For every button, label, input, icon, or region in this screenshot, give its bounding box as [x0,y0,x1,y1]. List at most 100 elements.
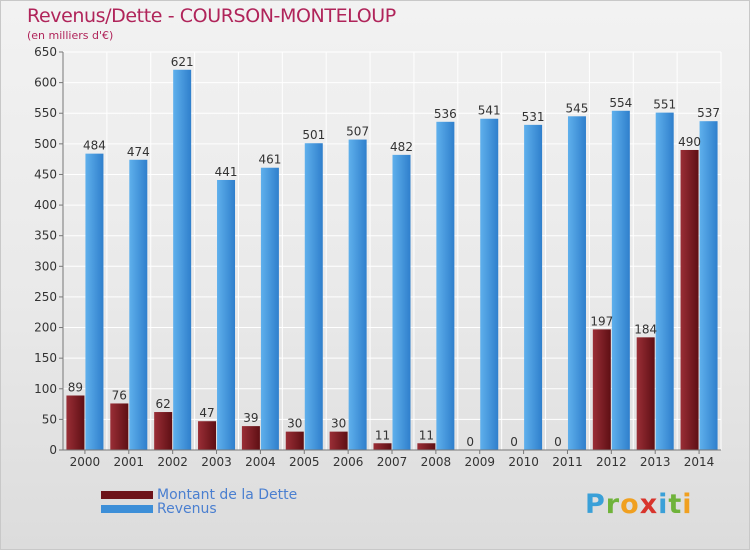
x-tick-label: 2001 [114,455,145,469]
bar-revenus [260,167,279,451]
x-tick-label: 2007 [377,455,408,469]
data-label-revenus: 537 [697,106,720,120]
y-tick-label: 200 [34,321,57,335]
bar-dette [373,443,392,450]
x-tick-label: 2010 [508,455,539,469]
chart-subtitle: (en milliers d'€) [27,29,114,42]
x-tick-label: 2003 [201,455,232,469]
logo-letter: t [668,489,683,520]
bar-revenus [655,112,674,450]
y-tick-label: 550 [34,106,57,120]
bar-revenus [217,179,236,451]
data-label-revenus: 507 [346,125,369,139]
data-label-dette: 89 [68,381,83,395]
x-tick-label: 2012 [596,455,627,469]
chart-title: Revenus/Dette - COURSON-MONTELOUP [27,5,396,27]
bar-revenus [348,139,367,450]
data-label-revenus: 482 [390,140,413,154]
legend-swatch-revenus [101,505,153,513]
legend: Montant de la Dette Revenus [101,487,297,517]
bar-revenus [129,159,148,450]
bar-revenus [699,121,718,451]
logo-letter: x [639,489,659,520]
x-tick-label: 2013 [640,455,671,469]
bar-dette [592,329,611,450]
data-label-dette: 30 [331,417,346,431]
data-label-revenus: 484 [83,139,106,153]
data-label-dette: 0 [466,435,474,449]
bar-dette [417,443,436,450]
bar-dette [680,149,699,450]
bar-dette [154,412,173,450]
data-label-dette: 76 [112,388,127,402]
x-tick-label: 2006 [333,455,364,469]
data-label-dette: 0 [510,435,518,449]
bar-revenus [480,118,499,450]
data-label-revenus: 531 [522,110,545,124]
bar-dette [198,421,217,450]
data-label-revenus: 474 [127,145,150,159]
data-label-revenus: 551 [653,98,676,112]
bar-revenus [436,121,455,451]
data-label-dette: 11 [375,428,390,442]
data-label-dette: 490 [678,135,701,149]
proxiti-logo: Proxiti [585,489,693,520]
y-tick-label: 450 [34,167,57,181]
data-label-revenus: 554 [609,96,632,110]
y-tick-label: 300 [34,259,57,273]
data-label-revenus: 621 [171,55,194,69]
bar-dette [636,337,655,450]
logo-letter: o [620,489,640,520]
x-tick-label: 2011 [552,455,583,469]
data-label-revenus: 441 [215,165,238,179]
bar-revenus [524,124,543,450]
y-tick-label: 600 [34,76,57,90]
y-tick-label: 500 [34,137,57,151]
data-label-revenus: 501 [302,128,325,142]
data-label-dette: 197 [590,314,613,328]
data-label-dette: 0 [554,435,562,449]
y-tick-label: 0 [49,443,57,457]
logo-letter: P [585,489,606,520]
data-label-dette: 30 [287,417,302,431]
bar-dette [285,431,304,450]
bar-revenus [304,143,323,451]
bar-dette [66,395,85,450]
y-tick-label: 50 [42,412,57,426]
data-label-dette: 39 [243,411,258,425]
data-label-dette: 47 [199,406,214,420]
data-label-revenus: 536 [434,107,457,121]
data-label-revenus: 541 [478,104,501,118]
bar-dette [110,403,129,450]
y-tick-label: 100 [34,382,57,396]
x-tick-label: 2002 [157,455,188,469]
bar-revenus [85,153,104,451]
x-tick-label: 2014 [684,455,715,469]
logo-letter: i [682,489,693,520]
bar-revenus [392,154,411,451]
bar-dette [241,426,260,450]
legend-swatch-dette [101,491,153,499]
legend-label-dette: Montant de la Dette [157,487,298,503]
data-label-revenus: 545 [566,101,589,115]
x-tick-label: 2008 [421,455,452,469]
legend-item-revenus: Revenus [101,501,297,517]
bar-dette [329,431,348,450]
y-tick-label: 400 [34,198,57,212]
data-label-revenus: 461 [258,153,281,167]
logo-letter: r [605,489,621,520]
x-tick-label: 2004 [245,455,276,469]
data-label-dette: 184 [634,322,657,336]
legend-item-dette: Montant de la Dette [101,487,297,503]
logo-letter: i [658,489,669,520]
bar-revenus [611,110,630,450]
bar-revenus [173,69,192,450]
x-tick-label: 2009 [464,455,495,469]
data-label-dette: 11 [419,428,434,442]
y-tick-label: 250 [34,290,57,304]
x-tick-label: 2000 [70,455,101,469]
bar-revenus [567,116,586,451]
data-label-dette: 62 [156,397,171,411]
